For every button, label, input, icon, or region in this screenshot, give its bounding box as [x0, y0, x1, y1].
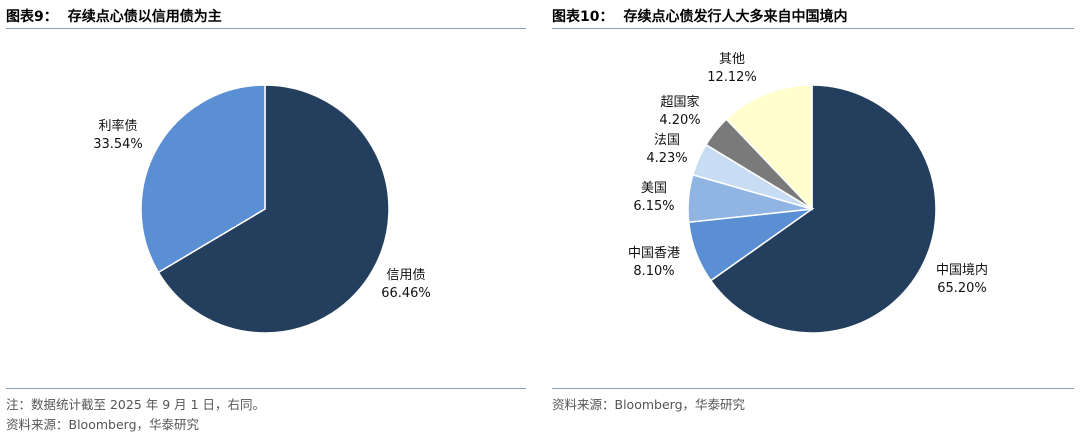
- slice-value-0-1: 33.54%: [93, 137, 143, 152]
- source-right: 资料来源：Bloomberg，华泰研究: [552, 397, 745, 412]
- footer-divider-left: [6, 388, 526, 389]
- chart-number-right: 图表10：: [552, 9, 614, 25]
- chart-panel-left: 图表9： 存续点心债以信用债为主 信用债 66.46% 利率债 33.54% 注：数据统…: [6, 0, 526, 436]
- slice-value-1-3: 4.23%: [646, 151, 687, 166]
- slice-label-1-5: 其他: [719, 52, 745, 67]
- footnote-left: 注：数据统计截至 2025 年 9 月 1 日，右同。: [6, 397, 266, 412]
- chart-panel-right: 图表10： 存续点心债发行人大多来自中国境内 中国境内 65.20% 中国香港 8.10…: [552, 0, 1074, 436]
- slice-value-0-0: 66.46%: [381, 286, 431, 301]
- chart-title-text-right: 存续点心债发行人大多来自中国境内: [623, 9, 848, 25]
- pie-slice-1-0: [709, 84, 937, 334]
- slice-label-0-0: 信用债: [386, 268, 425, 283]
- slice-label-1-4: 超国家: [660, 94, 699, 110]
- chart-title-left: 图表9： 存续点心债以信用债为主: [6, 6, 222, 26]
- chart-title-text-left: 存续点心债以信用债为主: [67, 9, 222, 25]
- slice-value-1-4: 4.20%: [659, 113, 700, 128]
- chart-number-left: 图表9：: [6, 9, 58, 25]
- pie-slice-0-0: [157, 84, 390, 334]
- title-divider-right: [552, 28, 1074, 29]
- slice-value-1-5: 12.12%: [707, 70, 757, 85]
- slice-label-1-2: 美国: [641, 181, 667, 196]
- slice-label-1-1: 中国香港: [628, 246, 680, 261]
- pie-chart-right: 中国境内 65.20% 中国香港 8.10% 美国 6.15% 法国 4.23% 超国家 4.20…: [628, 52, 988, 334]
- slice-label-0-1: 利率债: [98, 118, 137, 134]
- title-divider-left: [6, 28, 526, 29]
- pie-slice-1-5: [725, 84, 813, 211]
- slice-label-1-3: 法国: [654, 133, 680, 148]
- slice-value-1-1: 8.10%: [633, 264, 674, 279]
- slice-label-1-0: 中国境内: [936, 262, 988, 278]
- source-left: 资料来源：Bloomberg，华泰研究: [6, 417, 199, 432]
- slice-value-1-0: 65.20%: [937, 281, 987, 296]
- chart-title-right: 图表10： 存续点心债发行人大多来自中国境内: [552, 6, 847, 26]
- footer-divider-right: [552, 388, 1074, 389]
- slice-value-1-2: 6.15%: [633, 199, 674, 214]
- pie-chart-left: 信用债 66.46% 利率债 33.54%: [93, 84, 431, 334]
- pie-slice-0-1: [140, 84, 266, 274]
